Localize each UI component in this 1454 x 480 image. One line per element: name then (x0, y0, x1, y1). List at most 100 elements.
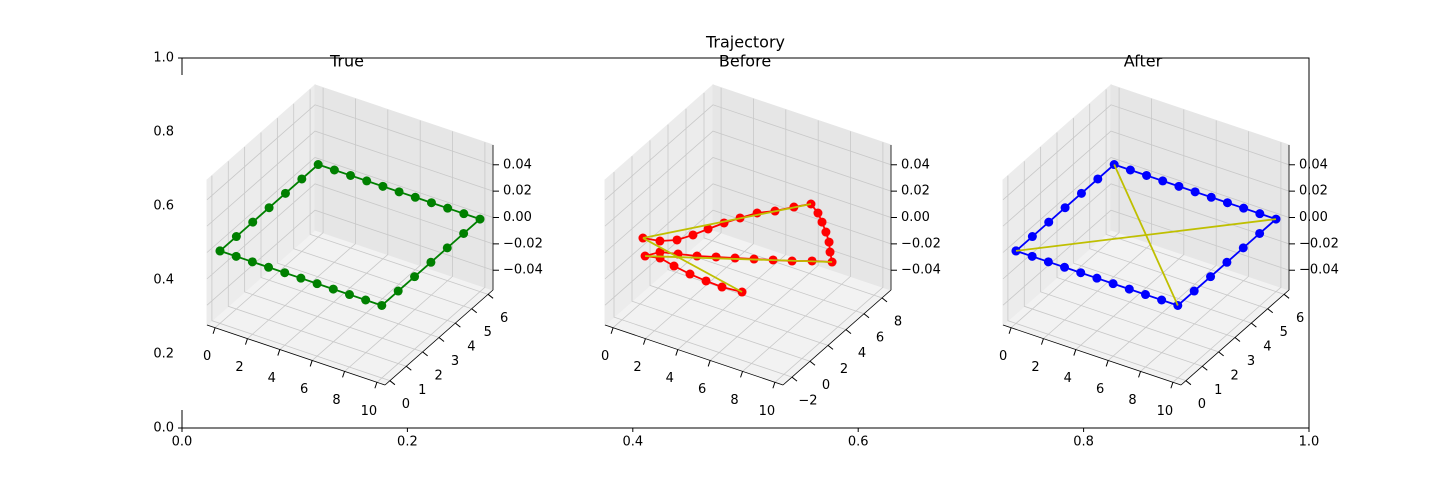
trajectory-point (1043, 257, 1053, 267)
z-tick-label: −0.04 (1299, 263, 1339, 278)
x-tick (1040, 338, 1044, 345)
trajectory-point (426, 257, 436, 267)
x-tick-label: 6 (1096, 382, 1104, 397)
y-tick (455, 322, 461, 328)
y-tick (471, 308, 478, 314)
x-tick-label: 8 (730, 393, 738, 408)
y-tick-label: 1 (1214, 383, 1222, 398)
trajectory-point (215, 246, 225, 256)
grid-line (227, 161, 407, 367)
y-tick-label: 2 (840, 362, 848, 377)
grid-line (604, 104, 892, 201)
grid-line (260, 132, 440, 338)
trajectory-point (1189, 286, 1199, 296)
y-tick (881, 297, 888, 303)
trajectory-point (378, 181, 388, 191)
x-tick (772, 382, 776, 389)
trajectory-point (1206, 192, 1216, 202)
y-tick (487, 293, 494, 299)
grid-line (774, 142, 884, 383)
x-tick-label: 2 (1031, 360, 1039, 375)
y-tick-label: 2 (1230, 368, 1238, 383)
grid-line (1089, 103, 1268, 310)
x-tick-label: 0.4 (622, 435, 643, 450)
grid-line (703, 92, 883, 299)
trajectory-point (669, 261, 679, 271)
trajectory-point (1027, 251, 1037, 261)
trajectory-point (1027, 232, 1037, 242)
x-tick-label: 0.8 (1073, 435, 1094, 450)
grid-line (293, 103, 472, 310)
x-tick-label: 4 (666, 371, 674, 386)
grid-line (1007, 175, 1187, 382)
trajectory-point (1222, 257, 1232, 267)
grid-line (206, 157, 494, 253)
y-tick-label: 1 (418, 383, 426, 398)
y-tick-label: 8 (894, 314, 902, 329)
y-tick (422, 351, 428, 357)
grid-line (276, 118, 456, 324)
grid-line (645, 98, 754, 339)
z-tick-label: 0.04 (901, 157, 930, 172)
grid-line (1043, 98, 1152, 339)
trajectory-point (328, 284, 338, 294)
trajectory-point (475, 214, 485, 224)
trajectory-point (442, 243, 452, 253)
y-tick (438, 337, 445, 342)
y-tick (1185, 380, 1192, 386)
trajectory-point (703, 224, 713, 234)
y-tick-label: 4 (467, 340, 475, 355)
x-tick (342, 371, 346, 378)
trajectory-point (1239, 203, 1249, 213)
grid-line (677, 109, 787, 350)
y-tick-label: 0 (1198, 397, 1206, 412)
grid-line (1040, 146, 1219, 353)
trajectory-point (1060, 262, 1070, 272)
y-tick-label: 5 (1280, 325, 1288, 340)
trajectory-point (817, 217, 827, 227)
y-tick (1218, 351, 1224, 357)
y-tick-label: 0 (402, 397, 410, 412)
z-tick-label: −0.02 (901, 236, 941, 251)
x-tick-label: 10 (759, 404, 776, 419)
trajectory-point (692, 251, 702, 261)
trajectory-point (1092, 273, 1102, 283)
trajectory-point (1076, 268, 1086, 278)
x-tick-label: 0 (203, 349, 211, 364)
grid-line (631, 156, 811, 362)
grid-line (1002, 209, 1290, 306)
x-axis (206, 324, 386, 386)
z-tick-label: 0.00 (503, 210, 532, 225)
x-axis (1002, 324, 1182, 386)
grid-line (247, 98, 356, 339)
trajectory-point (1157, 295, 1167, 305)
trajectory-point (1255, 228, 1265, 238)
z-tick-label: 0.00 (901, 210, 930, 225)
trajectory-point (1222, 198, 1232, 208)
y-axis (782, 289, 892, 386)
x-tick-label: 2 (633, 360, 641, 375)
grid-line (309, 89, 489, 295)
z-tick-label: −0.02 (1299, 236, 1339, 251)
z-tick-label: −0.02 (503, 236, 543, 251)
grid-line (279, 109, 389, 350)
grid-line (667, 124, 847, 330)
y-tick (389, 380, 396, 386)
y-tick (1251, 322, 1257, 328)
trajectory-point (1174, 181, 1184, 191)
x-tick-label: 6 (698, 382, 706, 397)
x-tick (642, 338, 646, 345)
trajectory-point (1238, 243, 1248, 253)
trajectory-point (813, 208, 823, 218)
panel-title: True (329, 52, 364, 71)
trajectory-point (688, 230, 698, 240)
x-tick (212, 327, 216, 334)
x-tick-label: 10 (361, 404, 378, 419)
z-tick-label: 0.04 (503, 157, 532, 172)
grid-line (613, 172, 793, 378)
trajectory-point (730, 253, 740, 263)
x-tick-label: 0 (601, 349, 609, 364)
z-tick-label: −0.04 (901, 263, 941, 278)
y-tick (791, 376, 798, 382)
trajectory-point (1125, 165, 1135, 175)
